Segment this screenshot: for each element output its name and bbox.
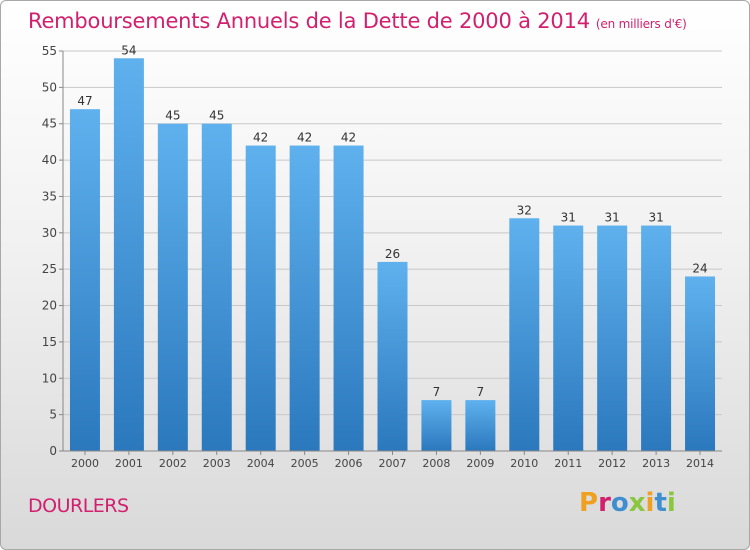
x-tick-label: 2007	[379, 457, 407, 470]
data-label: 54	[121, 43, 136, 57]
data-label: 32	[517, 203, 532, 217]
logo-letter: o	[610, 488, 629, 518]
bar-2003	[201, 123, 232, 452]
data-label: 45	[209, 109, 224, 123]
y-tick-label: 40	[42, 153, 57, 167]
logo-letter: i	[666, 488, 676, 518]
bar-2012	[597, 225, 628, 451]
x-tick-label: 2001	[115, 457, 143, 470]
y-tick-label: 45	[42, 117, 57, 131]
logo-letter: x	[628, 488, 646, 518]
logo-letter: i	[645, 488, 655, 518]
y-tick-label: 25	[42, 262, 57, 276]
bar-2014	[685, 276, 716, 451]
data-label: 26	[385, 247, 400, 261]
bar-2011	[553, 225, 584, 451]
x-tick-label: 2005	[291, 457, 319, 470]
bar-2006	[333, 145, 364, 451]
axes: 0 5 10 15 20 25 30 35 40 45 50 55 2000 2001 2002 2003 20…	[42, 44, 722, 470]
data-label: 31	[648, 211, 663, 225]
y-tick-label: 20	[42, 299, 57, 313]
x-tick-label: 2006	[335, 457, 363, 470]
x-tick-label: 2000	[71, 457, 99, 470]
bar-2000	[69, 109, 100, 451]
bar-2001	[113, 58, 144, 451]
y-tick-label: 55	[42, 44, 57, 58]
y-tick-label: 50	[42, 80, 57, 94]
town-name: DOURLERS	[28, 495, 129, 517]
x-tick-label: 2013	[642, 457, 670, 470]
y-tick-label: 35	[42, 189, 57, 203]
y-tick-label: 15	[42, 335, 57, 349]
bars: 47 54 45 45 42 42 42 26 7 7 32 31 31 31 24	[69, 43, 716, 452]
x-tick-label: 2010	[510, 457, 538, 470]
data-label: 47	[77, 94, 92, 108]
proxiti-logo: Proxiti	[579, 488, 676, 518]
y-tick-label: 5	[49, 408, 57, 422]
data-label: 45	[165, 109, 180, 123]
chart-subtitle: (en milliers d'€)	[595, 17, 687, 31]
data-label: 24	[692, 261, 707, 275]
data-label: 42	[341, 131, 356, 145]
bar-2009	[465, 400, 496, 451]
x-tick-label: 2004	[247, 457, 275, 470]
data-label: 42	[253, 131, 268, 145]
bar-2010	[509, 218, 540, 451]
x-tick-label: 2009	[466, 457, 494, 470]
chart-title: Remboursements Annuels de la Dette de 20…	[28, 9, 687, 33]
x-tick-label: 2014	[686, 457, 714, 470]
data-label: 7	[433, 385, 441, 399]
x-tick-label: 2008	[422, 457, 450, 470]
data-label: 31	[561, 211, 576, 225]
y-tick-label: 10	[42, 371, 57, 385]
data-label: 31	[605, 211, 620, 225]
y-tick-label: 0	[49, 444, 57, 458]
bar-2008	[421, 400, 452, 451]
bar-2004	[245, 145, 276, 451]
bar-2005	[289, 145, 320, 451]
bar-2002	[157, 123, 188, 452]
bar-2007	[377, 261, 408, 451]
logo-letter: P	[579, 488, 599, 518]
logo-letter: t	[654, 488, 667, 518]
y-tick-label: 30	[42, 226, 57, 240]
bar-2013	[641, 225, 672, 451]
data-label: 7	[477, 385, 485, 399]
data-label: 42	[297, 131, 312, 145]
x-tick-label: 2002	[159, 457, 187, 470]
x-tick-label: 2003	[203, 457, 231, 470]
logo-letter: r	[598, 488, 611, 518]
x-tick-label: 2012	[598, 457, 626, 470]
x-tick-label: 2011	[554, 457, 582, 470]
chart-title-text: Remboursements Annuels de la Dette de 20…	[28, 9, 590, 33]
